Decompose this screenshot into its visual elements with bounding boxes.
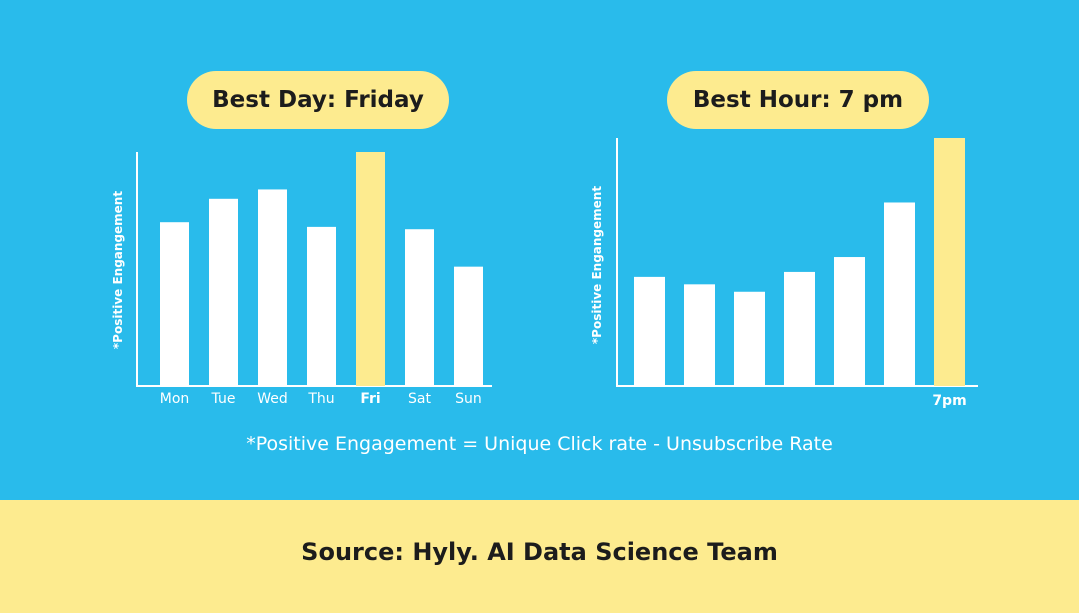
bar-item-6 [884, 202, 915, 386]
bar-item-2 [684, 284, 715, 386]
tick-label-7pm: 7pm [932, 393, 966, 409]
bar-item-1 [634, 277, 665, 386]
best-hour-chart: *Positive Engangement 7pm [0, 0, 1079, 613]
bar-item-5 [834, 257, 865, 386]
bar-7pm [934, 138, 965, 386]
footnote: *Positive Engagement = Unique Click rate… [0, 433, 1079, 455]
bar-item-4 [784, 272, 815, 386]
bar-item-3 [734, 292, 765, 386]
source-text: Source: Hyly. AI Data Science Team [0, 538, 1079, 566]
y-axis-label: *Positive Engangement [590, 186, 604, 344]
